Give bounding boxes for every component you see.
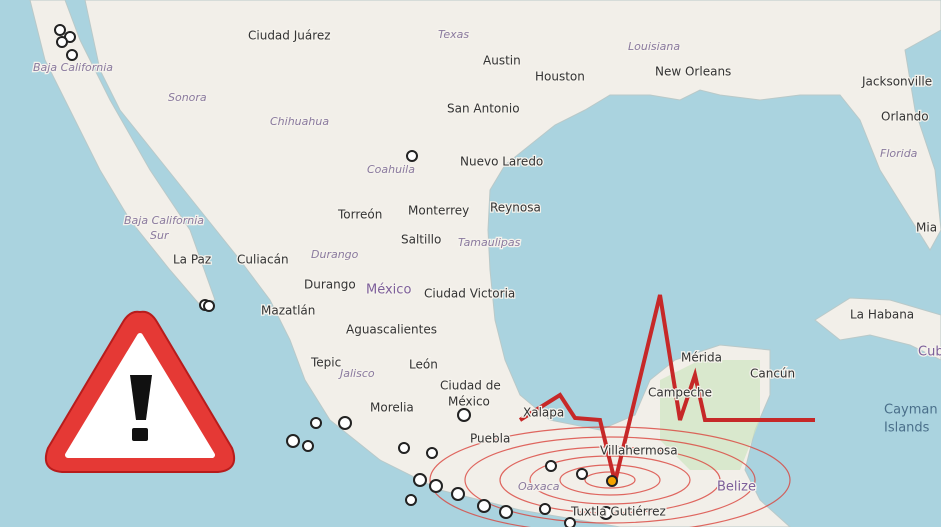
city-label: Campeche: [648, 386, 712, 400]
city-label: Tepic: [310, 356, 341, 370]
seismograph: [518, 294, 815, 483]
city-label: Houston: [535, 70, 585, 84]
state-label: Oaxaca: [518, 480, 560, 493]
state-label: Tamaulipas: [458, 236, 521, 249]
city-label: La Habana: [850, 308, 914, 322]
state-label: Baja California: [124, 214, 204, 227]
city-label: Morelia: [370, 401, 414, 415]
state-label: Chihuahua: [270, 115, 329, 128]
city-label: Reynosa: [490, 201, 541, 215]
country-label: Belize: [717, 480, 756, 495]
city-label: Ciudad Victoria: [424, 287, 515, 301]
cuba: [814, 297, 941, 361]
city-label: Aguascalientes: [346, 323, 437, 337]
city-label: Xalapa: [523, 406, 564, 420]
city-label: Puebla: [470, 432, 510, 446]
state-label: Baja California: [33, 61, 113, 74]
city-label: Villahermosa: [600, 444, 678, 458]
state-label: Durango: [311, 248, 359, 261]
state-label: Texas: [438, 28, 469, 41]
place-labels: Ciudad Juárez Texas Louisiana Austin Hou…: [32, 27, 941, 520]
city-label: Austin: [483, 54, 521, 68]
city-label: New Orleans: [655, 65, 731, 79]
city-label: Saltillo: [401, 233, 441, 247]
city-label: Jacksonville: [861, 75, 932, 89]
city-label: Orlando: [881, 110, 929, 124]
state-label: Sonora: [168, 91, 207, 104]
city-label: Tuxtla Gutiérrez: [570, 505, 666, 519]
city-label: Mazatlán: [261, 304, 315, 318]
city-label: Cancún: [750, 367, 795, 381]
city-label: Mia: [916, 221, 937, 235]
city-label: Mérida: [681, 351, 722, 365]
city-label: Culiacán: [237, 253, 289, 267]
city-label: Durango: [304, 278, 356, 292]
state-label: Coahuila: [367, 163, 415, 176]
state-label: Florida: [880, 147, 918, 160]
warning-sign: [44, 310, 236, 473]
quake-markers: [54, 24, 613, 527]
island-label: Islands: [884, 421, 930, 436]
city-label: Ciudad Juárez: [248, 29, 331, 43]
city-label: México: [448, 395, 490, 409]
city-label: Monterrey: [408, 204, 469, 218]
city-label: San Antonio: [447, 102, 520, 116]
country-label: Cub: [918, 345, 941, 360]
country-label: México: [366, 283, 411, 298]
city-label: Nuevo Laredo: [460, 155, 543, 169]
epicenter: [606, 475, 618, 487]
state-label: Sur: [150, 229, 170, 242]
state-label: Jalisco: [338, 367, 375, 380]
city-label: La Paz: [173, 253, 211, 267]
island-label: Cayman: [884, 403, 938, 418]
city-label: Torreón: [337, 208, 382, 222]
city-label: Ciudad de: [440, 379, 501, 393]
city-label: León: [409, 358, 438, 372]
state-label: Louisiana: [628, 40, 680, 53]
